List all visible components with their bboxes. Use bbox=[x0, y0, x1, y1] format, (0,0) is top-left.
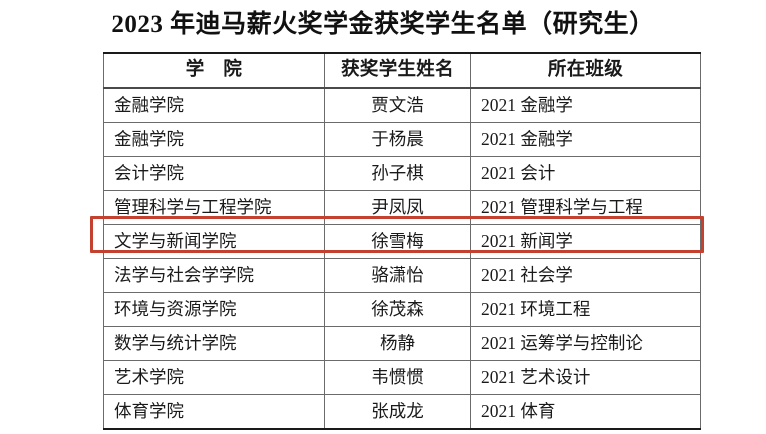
table-row: 法学与社会学学院 骆潇怡 2021 社会学 bbox=[103, 258, 701, 293]
cell-class: 2021 环境工程 bbox=[470, 292, 701, 327]
cell-college: 环境与资源学院 bbox=[103, 292, 325, 327]
table-header: 学 院 获奖学生姓名 所在班级 bbox=[103, 52, 701, 89]
table-row: 管理科学与工程学院 尹凤凤 2021 管理科学与工程 bbox=[103, 190, 701, 225]
table-row: 文学与新闻学院 徐雪梅 2021 新闻学 bbox=[103, 224, 701, 259]
award-table-container: 学 院 获奖学生姓名 所在班级 金融学院 贾文浩 2021 金融学 金融学院 于杨晨 20… bbox=[103, 52, 701, 430]
table-row: 金融学院 于杨晨 2021 金融学 bbox=[103, 122, 701, 157]
cell-class: 2021 运筹学与控制论 bbox=[470, 326, 701, 361]
table-row: 金融学院 贾文浩 2021 金融学 bbox=[103, 87, 701, 123]
cell-college: 金融学院 bbox=[103, 87, 325, 123]
cell-college: 会计学院 bbox=[103, 156, 325, 191]
table-row: 会计学院 孙子棋 2021 会计 bbox=[103, 156, 701, 191]
table-body: 金融学院 贾文浩 2021 金融学 金融学院 于杨晨 2021 金融学 会计学院 孙子棋 202… bbox=[103, 87, 701, 430]
column-header-college: 学 院 bbox=[103, 52, 325, 89]
column-header-name: 获奖学生姓名 bbox=[324, 52, 471, 89]
cell-student-name: 骆潇怡 bbox=[324, 258, 471, 293]
cell-student-name: 孙子棋 bbox=[324, 156, 471, 191]
table-row: 体育学院 张成龙 2021 体育 bbox=[103, 394, 701, 430]
cell-college: 文学与新闻学院 bbox=[103, 224, 325, 259]
cell-student-name: 杨静 bbox=[324, 326, 471, 361]
cell-student-name: 贾文浩 bbox=[324, 87, 471, 123]
cell-class: 2021 金融学 bbox=[470, 87, 701, 123]
cell-class: 2021 体育 bbox=[470, 394, 701, 430]
cell-college: 金融学院 bbox=[103, 122, 325, 157]
cell-class: 2021 社会学 bbox=[470, 258, 701, 293]
cell-student-name: 尹凤凤 bbox=[324, 190, 471, 225]
page-title: 2023 年迪马薪火奖学金获奖学生名单（研究生） bbox=[111, 11, 655, 38]
cell-class: 2021 管理科学与工程 bbox=[470, 190, 701, 225]
cell-college: 管理科学与工程学院 bbox=[103, 190, 325, 225]
cell-student-name: 韦惯惯 bbox=[324, 360, 471, 395]
cell-student-name: 于杨晨 bbox=[324, 122, 471, 157]
column-header-class: 所在班级 bbox=[470, 52, 701, 89]
cell-college: 体育学院 bbox=[103, 394, 325, 430]
cell-college: 法学与社会学学院 bbox=[103, 258, 325, 293]
table-row: 环境与资源学院 徐茂森 2021 环境工程 bbox=[103, 292, 701, 327]
table-header-row: 学 院 获奖学生姓名 所在班级 bbox=[103, 52, 701, 89]
award-recipients-table: 学 院 获奖学生姓名 所在班级 金融学院 贾文浩 2021 金融学 金融学院 于杨晨 20… bbox=[103, 52, 701, 430]
cell-class: 2021 金融学 bbox=[470, 122, 701, 157]
cell-student-name: 徐茂森 bbox=[324, 292, 471, 327]
cell-student-name: 张成龙 bbox=[324, 394, 471, 430]
table-row: 数学与统计学院 杨静 2021 运筹学与控制论 bbox=[103, 326, 701, 361]
table-row: 艺术学院 韦惯惯 2021 艺术设计 bbox=[103, 360, 701, 395]
cell-class: 2021 艺术设计 bbox=[470, 360, 701, 395]
cell-class: 2021 会计 bbox=[470, 156, 701, 191]
cell-class: 2021 新闻学 bbox=[470, 224, 701, 259]
cell-college: 数学与统计学院 bbox=[103, 326, 325, 361]
cell-student-name: 徐雪梅 bbox=[324, 224, 471, 259]
cell-college: 艺术学院 bbox=[103, 360, 325, 395]
